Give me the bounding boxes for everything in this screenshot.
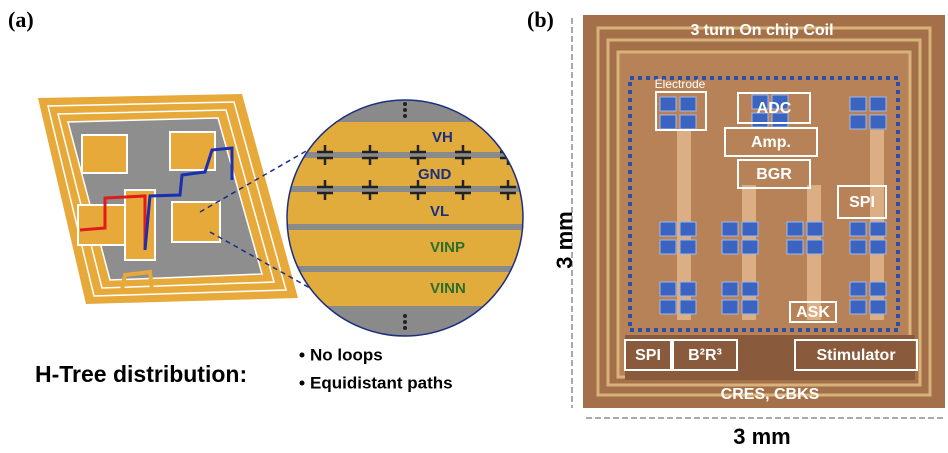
block-label: Amp. xyxy=(751,134,791,151)
electrode-pad xyxy=(659,221,677,237)
block-box xyxy=(794,339,918,371)
electrode-pad xyxy=(659,299,677,315)
block-box xyxy=(624,339,672,371)
block-label: Stimulator xyxy=(816,347,895,364)
electrode-pad xyxy=(806,221,824,237)
electrode-pad xyxy=(849,281,867,297)
caps-label: CRES, CBKS xyxy=(721,386,820,403)
rail-label: GND xyxy=(418,166,452,183)
electrode-pad xyxy=(849,299,867,315)
coil-label: 3 turn On chip Coil xyxy=(690,22,833,39)
electrode-pad xyxy=(679,221,697,237)
electrode-pad xyxy=(679,299,697,315)
electrode-pad xyxy=(869,299,887,315)
block-box xyxy=(737,159,811,189)
electrode-pad xyxy=(786,221,804,237)
electrode-label: Electrode xyxy=(655,77,706,91)
rail-label: VINP xyxy=(430,239,465,256)
electrode-pad xyxy=(806,239,824,255)
electrode-pad xyxy=(849,221,867,237)
zoom-line xyxy=(199,99,396,213)
electrode-pad xyxy=(849,239,867,255)
electrode-pad xyxy=(721,281,739,297)
electrode-pad xyxy=(849,96,867,112)
electrode-pad xyxy=(741,299,759,315)
block-box xyxy=(737,92,811,124)
die-photo xyxy=(583,15,945,408)
dimension-label: 3 mm xyxy=(552,211,577,268)
block-label: ADC xyxy=(757,100,792,117)
bullet xyxy=(299,352,305,358)
bullet-text: No loops xyxy=(310,345,383,364)
electrode-pad xyxy=(679,239,697,255)
electrode-pad xyxy=(869,281,887,297)
bullet xyxy=(299,380,305,386)
electrode-pad xyxy=(659,96,677,112)
block-label: B²R³ xyxy=(688,347,722,364)
electrode-pad xyxy=(741,281,759,297)
electrode-pad xyxy=(679,281,697,297)
electrode-pad xyxy=(751,94,769,110)
electrode-pad xyxy=(659,114,677,130)
electrode-pad xyxy=(721,221,739,237)
electrode-pad xyxy=(869,96,887,112)
block-box xyxy=(789,301,837,323)
block-label: BGR xyxy=(756,166,792,183)
panel-label: (a) xyxy=(8,7,34,32)
panel-label: (b) xyxy=(527,7,554,32)
block-label: ASK xyxy=(796,304,830,321)
bullet-text: Equidistant paths xyxy=(310,373,453,392)
electrode-pad xyxy=(721,299,739,315)
electrode-pad xyxy=(721,239,739,255)
block-box xyxy=(724,127,818,157)
zoom-border xyxy=(286,99,524,337)
dimension-label: 3 mm xyxy=(733,424,790,449)
rail-label: VL xyxy=(430,203,449,220)
electrode-pad xyxy=(849,114,867,130)
block-label: SPI xyxy=(635,347,661,364)
rail-label: VH xyxy=(432,129,453,146)
electrode-pad xyxy=(679,114,697,130)
electrode-pad xyxy=(679,96,697,112)
block-label: SPI xyxy=(849,194,875,211)
block-box xyxy=(672,339,738,371)
electrode-pad xyxy=(659,281,677,297)
caption: H-Tree distribution: xyxy=(35,361,247,387)
electrode-pad xyxy=(741,221,759,237)
zoom-circle xyxy=(287,100,523,336)
electrode-pad xyxy=(771,94,789,110)
electrode-pad xyxy=(869,114,887,130)
block-box xyxy=(837,185,887,219)
rail-label: VINN xyxy=(430,280,466,297)
electrode-pad xyxy=(786,239,804,255)
electrode-pad xyxy=(659,239,677,255)
electrode-pad xyxy=(869,239,887,255)
block-box xyxy=(655,91,707,131)
electrode-pad xyxy=(741,239,759,255)
electrode-pad xyxy=(869,221,887,237)
chip-drawing xyxy=(38,94,298,304)
